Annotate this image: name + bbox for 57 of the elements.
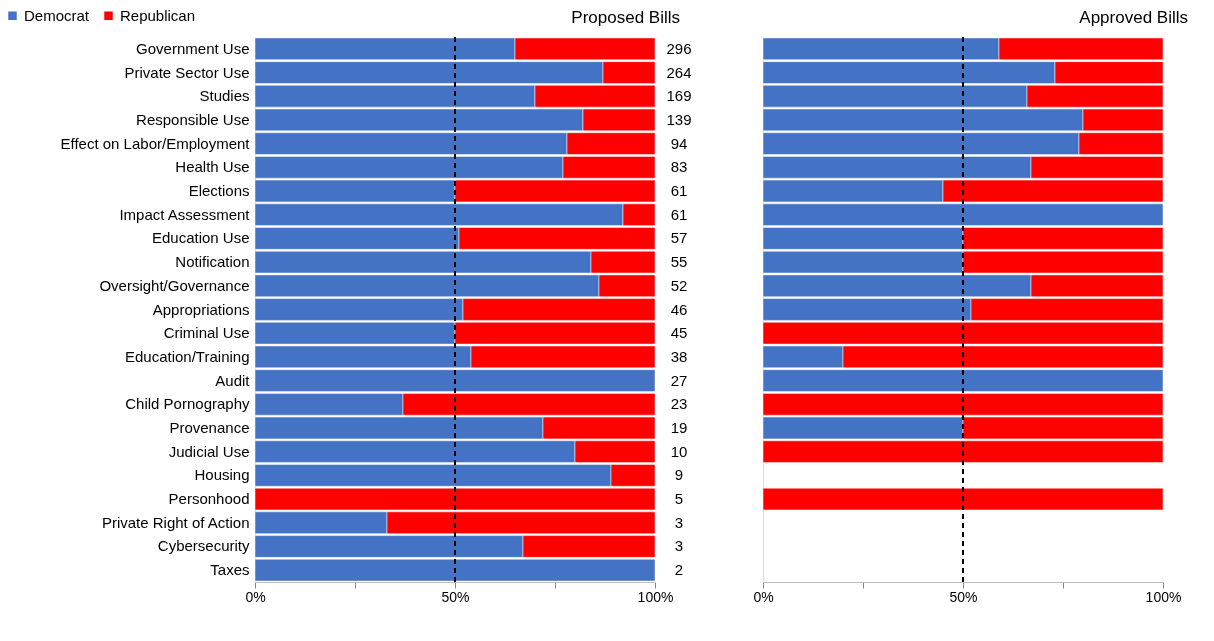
y-tick-label: Education/Training	[124, 347, 250, 365]
y-tick-label: Appropriations	[152, 300, 250, 318]
text: 169	[666, 87, 692, 105]
text: 57	[670, 229, 688, 247]
x-tick-label: 50%	[441, 588, 470, 605]
y-tick-label: Child Pornography	[125, 395, 250, 413]
text: 2	[674, 561, 684, 579]
y-tick-label: Elections	[188, 182, 250, 200]
y-tick-label: Impact Assessment	[119, 205, 251, 223]
text: 19	[670, 418, 688, 436]
text: 46	[670, 300, 688, 318]
text: 139	[666, 110, 692, 128]
y-tick-label: Housing	[194, 466, 250, 484]
y-tick-label: Oversight/Governance	[99, 276, 250, 294]
x-tick-label: 0%	[753, 588, 774, 605]
y-tick-label: Government Use	[136, 39, 250, 57]
text: 23	[670, 395, 688, 413]
text: 5	[674, 490, 684, 508]
text: 61	[670, 205, 688, 223]
text: 3	[674, 537, 684, 555]
text: 9	[674, 466, 684, 484]
y-tick-label: Taxes	[210, 561, 250, 579]
y-tick-label: Judicial Use	[168, 442, 250, 460]
text: 61	[670, 182, 688, 200]
y-tick-label: Studies	[199, 87, 250, 105]
y-tick-label: Audit	[215, 371, 251, 389]
y-tick-label: Cybersecurity	[157, 537, 250, 555]
y-tick-label: Private Right of Action	[101, 513, 250, 531]
legend-label: Republican	[120, 6, 196, 24]
y-tick-label: Effect on Labor/Employment	[60, 134, 251, 152]
y-tick-label: Provenance	[169, 418, 250, 436]
text: 296	[666, 39, 692, 57]
y-tick-label: Education Use	[151, 229, 250, 247]
text: 55	[670, 253, 688, 271]
y-tick-label: Personhood	[168, 490, 250, 508]
text: 83	[670, 158, 688, 176]
y-tick-label: Private Sector Use	[124, 63, 250, 81]
x-tick-label: 0%	[245, 588, 266, 605]
text: 52	[670, 276, 688, 294]
chart-title: Proposed Bills	[571, 8, 680, 27]
text: 45	[670, 324, 688, 342]
text: 264	[666, 63, 692, 81]
text: 3	[674, 513, 684, 531]
text: 10	[670, 442, 688, 460]
text: 94	[670, 134, 688, 152]
text: 27	[670, 371, 688, 389]
y-tick-label: Notification	[175, 253, 250, 271]
chart-title: Approved Bills	[1079, 8, 1188, 27]
x-tick-label: 100%	[1145, 588, 1182, 605]
text: 38	[670, 347, 688, 365]
y-tick-label: Responsible Use	[136, 110, 250, 128]
legend-label: Democrat	[24, 6, 90, 24]
y-tick-label: Health Use	[175, 158, 250, 176]
bar	[762, 487, 1164, 511]
x-tick-label: 50%	[949, 588, 978, 605]
y-tick-label: Criminal Use	[163, 324, 250, 342]
x-tick-label: 100%	[637, 588, 674, 605]
